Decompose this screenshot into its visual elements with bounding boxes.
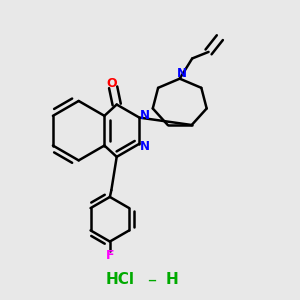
Text: O: O — [106, 76, 117, 90]
Text: H: H — [166, 272, 179, 287]
Text: F: F — [106, 249, 114, 262]
Text: –: – — [147, 270, 156, 288]
Text: N: N — [140, 140, 150, 153]
Text: N: N — [140, 109, 150, 122]
Text: HCl: HCl — [106, 272, 135, 287]
Text: N: N — [176, 68, 187, 80]
